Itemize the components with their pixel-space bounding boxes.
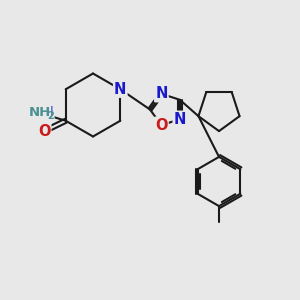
Text: O: O [155, 118, 168, 133]
Text: 2: 2 [47, 111, 54, 121]
Text: N: N [155, 86, 168, 101]
Text: N: N [114, 82, 127, 97]
Text: H: H [30, 105, 41, 119]
Text: NH: NH [28, 106, 51, 118]
Text: O: O [38, 124, 50, 139]
Text: N: N [174, 112, 186, 127]
Text: N: N [42, 105, 53, 119]
